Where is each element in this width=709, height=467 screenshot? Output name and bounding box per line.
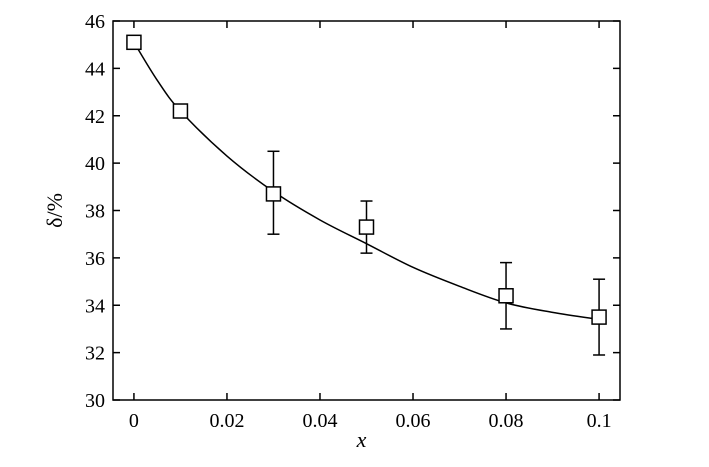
x-axis-label: x <box>356 427 367 452</box>
y-tick-label: 42 <box>85 106 105 128</box>
data-point-marker <box>126 34 142 51</box>
y-tick-label: 30 <box>85 390 105 412</box>
data-markers <box>126 34 607 325</box>
y-tick-label: 36 <box>85 248 105 270</box>
data-point-marker <box>591 309 607 325</box>
y-tick-label: 34 <box>85 295 105 317</box>
fit-curve <box>133 41 600 321</box>
y-tick-label: 46 <box>85 11 105 33</box>
fit-curve-group <box>133 41 600 321</box>
data-point-marker <box>172 103 189 119</box>
data-point-marker <box>265 186 282 202</box>
y-tick-label: 32 <box>85 343 105 365</box>
x-tick-label: 0.1 <box>587 410 612 432</box>
data-point-marker <box>358 219 375 235</box>
x-axis-ticks: 0 0.02 0.04 0.06 0.08 0.1 <box>129 21 612 432</box>
data-point-marker <box>498 288 514 304</box>
y-axis-label: δ/% <box>42 193 67 228</box>
x-tick-label: 0.04 <box>302 410 337 432</box>
y-tick-label: 38 <box>85 201 105 223</box>
x-tick-label: 0.08 <box>489 410 524 432</box>
x-tick-label: 0.02 <box>209 410 244 432</box>
x-tick-label: 0 <box>129 410 139 432</box>
y-axis-ticks: 30 32 34 36 38 40 42 44 46 <box>85 11 620 412</box>
x-tick-label: 0.06 <box>396 410 431 432</box>
error-bars <box>127 36 606 356</box>
y-tick-label: 40 <box>85 153 105 175</box>
y-tick-label: 44 <box>85 58 105 80</box>
